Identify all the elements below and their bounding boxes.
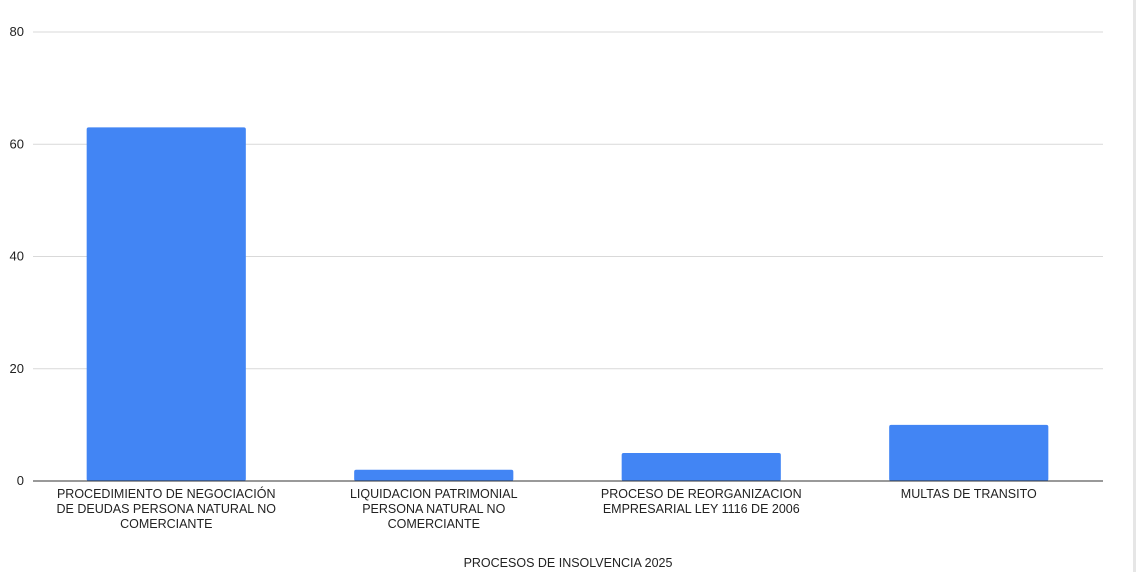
x-axis-title: PROCESOS DE INSOLVENCIA 2025: [464, 556, 673, 570]
bar: [889, 424, 1049, 481]
x-category-label: PROCEDIMIENTO DE NEGOCIACIÓN DE DEUDAS PE…: [57, 486, 277, 531]
x-category-label: PROCESO DE REORGANIZACION EMPRESARIAL LEY…: [601, 487, 802, 516]
x-category-label-line: PROCESO DE REORGANIZACION: [601, 487, 802, 501]
x-category-label-line: COMERCIANTE: [388, 517, 480, 531]
bars: [86, 127, 1049, 481]
x-category-label: LIQUIDACION PATRIMONIAL PERSONA NATURAL N…: [350, 487, 518, 531]
x-category-label-line: COMERCIANTE: [120, 517, 212, 531]
scrollbar-edge: [1133, 0, 1136, 572]
x-category-label-line: LIQUIDACION PATRIMONIAL: [350, 487, 518, 501]
y-tick-label: 0: [17, 473, 24, 488]
x-category-label-line: PROCEDIMIENTO DE NEGOCIACIÓN: [57, 486, 276, 501]
x-category-label-line: EMPRESARIAL LEY 1116 DE 2006: [603, 502, 800, 516]
x-category-label-line: DE DEUDAS PERSONA NATURAL NO: [57, 502, 277, 516]
y-tick-label: 40: [10, 249, 24, 264]
bar: [86, 127, 246, 481]
y-tick-label: 20: [10, 361, 24, 376]
x-category-label: MULTAS DE TRANSITO: [901, 487, 1037, 501]
bar: [354, 469, 514, 481]
x-category-label-line: MULTAS DE TRANSITO: [901, 487, 1037, 501]
y-tick-label: 60: [10, 136, 24, 151]
x-axis-category-labels: PROCEDIMIENTO DE NEGOCIACIÓN DE DEUDAS PE…: [57, 486, 1037, 531]
bar: [621, 452, 781, 481]
y-axis-ticks: 0 20 40 60 80: [10, 24, 24, 488]
x-category-label-line: PERSONA NATURAL NO: [362, 502, 505, 516]
y-tick-label: 80: [10, 24, 24, 39]
